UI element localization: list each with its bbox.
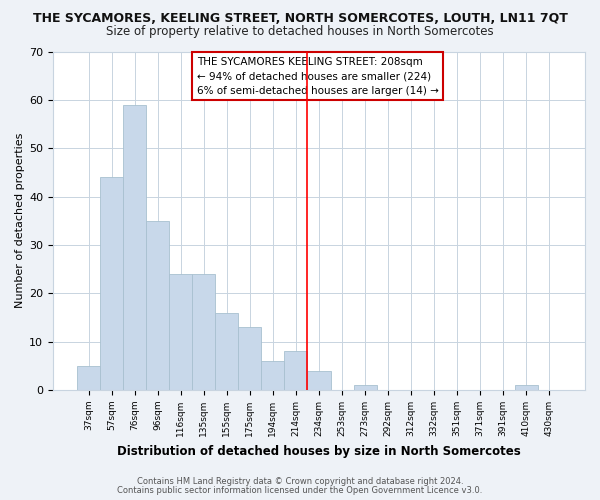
Bar [307, 370, 331, 390]
Text: Contains HM Land Registry data © Crown copyright and database right 2024.: Contains HM Land Registry data © Crown c… [137, 477, 463, 486]
Bar [238, 327, 262, 390]
Text: Size of property relative to detached houses in North Somercotes: Size of property relative to detached ho… [106, 25, 494, 38]
Bar [262, 361, 284, 390]
Bar [123, 104, 146, 390]
Bar [193, 274, 215, 390]
Text: THE SYCAMORES, KEELING STREET, NORTH SOMERCOTES, LOUTH, LN11 7QT: THE SYCAMORES, KEELING STREET, NORTH SOM… [32, 12, 568, 26]
Bar [284, 352, 307, 390]
Bar [77, 366, 100, 390]
Bar [353, 385, 377, 390]
Text: Contains public sector information licensed under the Open Government Licence v3: Contains public sector information licen… [118, 486, 482, 495]
Bar [515, 385, 538, 390]
Bar [215, 312, 238, 390]
Bar [100, 178, 123, 390]
Text: THE SYCAMORES KEELING STREET: 208sqm
← 94% of detached houses are smaller (224)
: THE SYCAMORES KEELING STREET: 208sqm ← 9… [197, 56, 439, 96]
X-axis label: Distribution of detached houses by size in North Somercotes: Distribution of detached houses by size … [117, 444, 521, 458]
Y-axis label: Number of detached properties: Number of detached properties [15, 133, 25, 308]
Bar [169, 274, 193, 390]
Bar [146, 221, 169, 390]
